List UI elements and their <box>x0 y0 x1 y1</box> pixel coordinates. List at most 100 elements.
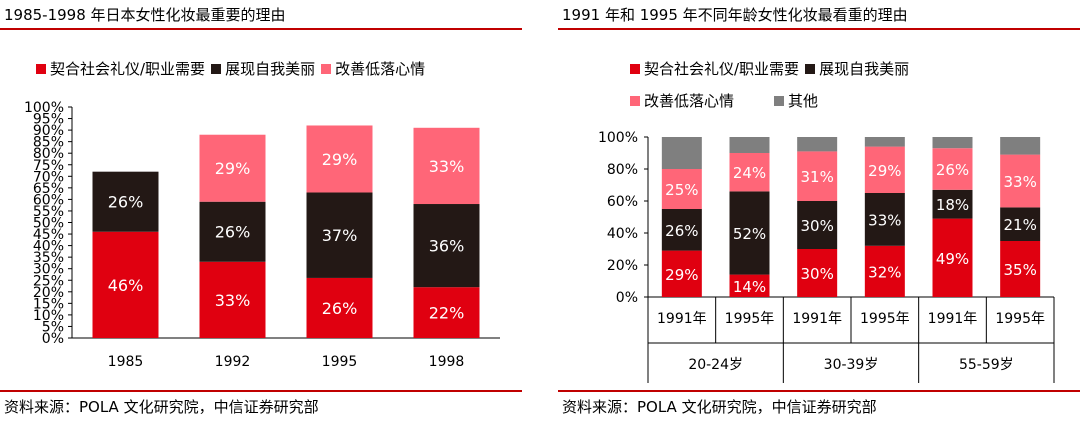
right-bar-segment-social <box>1000 241 1041 297</box>
right-bar-segment-mood <box>932 148 973 190</box>
left-data-label-social: 22% <box>429 304 465 323</box>
right-data-label-mood: 33% <box>1003 173 1036 191</box>
right-y-tick-label: 40% <box>607 226 638 242</box>
left-legend-label-mood: 改善低落心情 <box>335 60 426 78</box>
other-swatch-icon <box>774 95 785 106</box>
left-x-tick-label: 1995 <box>322 354 358 370</box>
left-data-label-social: 26% <box>322 299 358 318</box>
left-data-label-appearance: 37% <box>322 226 358 245</box>
left-y-tick-label: 100% <box>24 100 64 116</box>
left-source-note: 资料来源：POLA 文化研究院，中信证券研究部 <box>4 398 319 416</box>
left-bar-segment-social <box>413 287 480 338</box>
left-source-rule <box>0 390 522 392</box>
left-y-tick-label: 10% <box>33 308 64 324</box>
right-x-tick-label: 1991年 <box>928 311 978 327</box>
right-bar-segment-social <box>661 250 702 297</box>
left-y-tick-label: 50% <box>33 216 64 232</box>
left-data-label-mood: 29% <box>322 150 358 169</box>
left-y-tick-label: 15% <box>33 296 64 312</box>
right-data-label-appearance: 26% <box>665 222 698 240</box>
left-y-tick-label: 70% <box>33 169 64 185</box>
left-x-tick-label: 1985 <box>108 354 144 370</box>
right-data-label-mood: 25% <box>665 181 698 199</box>
left-y-tick-label: 0% <box>42 331 64 347</box>
right-data-label-mood: 31% <box>800 168 833 186</box>
right-source-rule <box>558 390 1080 392</box>
right-legend-item-appearance: 展现自我美丽 <box>805 58 909 79</box>
right-data-label-social: 32% <box>868 263 901 281</box>
right-x-tick-label: 1991年 <box>657 311 707 327</box>
right-data-label-mood: 26% <box>936 161 969 179</box>
right-group-label: 30-39岁 <box>824 357 879 373</box>
right-y-tick-label: 60% <box>607 194 638 210</box>
left-data-label-appearance: 36% <box>429 237 465 256</box>
left-y-tick-label: 75% <box>33 158 64 174</box>
left-y-tick-label: 65% <box>33 181 64 197</box>
right-data-label-social: 49% <box>936 250 969 268</box>
right-bar-segment-mood <box>797 151 838 201</box>
right-source-note: 资料来源：POLA 文化研究院，中信证券研究部 <box>562 398 877 416</box>
left-bar-segment-appearance <box>413 204 480 288</box>
right-y-tick-label: 100% <box>598 130 638 146</box>
right-bar-segment-other <box>932 137 973 149</box>
social-swatch-icon <box>36 63 46 74</box>
right-bar-segment-mood <box>864 146 905 193</box>
left-x-tick-label: 1992 <box>215 354 251 370</box>
right-group-label: 20-24岁 <box>688 357 743 373</box>
left-y-tick-label: 90% <box>33 123 64 139</box>
right-legend-row-2: 改善低落心情 其他 <box>630 90 824 111</box>
right-bar-segment-mood <box>729 153 770 192</box>
right-data-label-social: 29% <box>665 266 698 284</box>
right-data-label-social: 30% <box>800 265 833 283</box>
left-bar-segment-social <box>92 231 159 338</box>
left-y-tick-label: 30% <box>33 262 64 278</box>
right-x-tick-label: 1995年 <box>725 311 775 327</box>
right-legend-item-social: 契合社会礼仪/职业需要 <box>630 58 799 79</box>
left-chart-title: 1985-1998 年日本女性化妆最重要的理由 <box>4 6 286 24</box>
left-data-label-appearance: 26% <box>108 193 144 212</box>
right-chart-title: 1991 年和 1995 年不同年龄女性化妆最看重的理由 <box>562 6 908 24</box>
right-legend-label-appearance: 展现自我美丽 <box>819 60 910 78</box>
right-legend-label-mood: 改善低落心情 <box>644 92 735 110</box>
left-y-tick-label: 95% <box>33 112 64 128</box>
right-group-label: 55-59岁 <box>959 357 1014 373</box>
left-stacked-bar-chart: 0%5%10%15%20%25%30%35%40%45%50%55%60%65%… <box>24 100 500 370</box>
right-bar-segment-social <box>797 249 838 297</box>
mood-swatch-icon <box>321 63 332 74</box>
left-y-tick-label: 20% <box>33 285 64 301</box>
left-y-tick-label: 60% <box>33 192 64 208</box>
left-y-tick-label: 45% <box>33 227 64 243</box>
left-x-tick-label: 1998 <box>429 354 465 370</box>
right-bar-segment-appearance <box>864 193 905 246</box>
right-chart-panel: 1991 年和 1995 年不同年龄女性化妆最看重的理由 契合社会礼仪/职业需要… <box>558 0 1080 425</box>
left-legend-item-appearance: 展现自我美丽 <box>211 58 315 79</box>
right-bar-segment-appearance <box>932 189 973 219</box>
left-legend-label-appearance: 展现自我美丽 <box>225 60 316 78</box>
left-legend-item-social: 契合社会礼仪/职业需要 <box>36 58 205 79</box>
right-title-rule <box>558 28 1080 30</box>
left-bar-segment-social <box>306 277 373 338</box>
right-bar-segment-other <box>729 137 770 153</box>
right-bar-segment-appearance <box>1000 207 1041 241</box>
right-data-label-mood: 29% <box>868 162 901 180</box>
right-bar-segment-social <box>729 274 770 297</box>
right-legend-row-1: 契合社会礼仪/职业需要 展现自我美丽 <box>630 58 915 79</box>
right-data-label-mood: 24% <box>733 164 766 182</box>
left-y-tick-label: 40% <box>33 239 64 255</box>
social-swatch-icon <box>630 63 640 74</box>
right-bar-segment-other <box>661 137 702 169</box>
right-data-label-appearance: 21% <box>1003 216 1036 234</box>
left-y-tick-label: 5% <box>42 319 64 335</box>
left-bar-segment-appearance <box>306 192 373 278</box>
right-x-tick-label: 1991年 <box>792 311 842 327</box>
left-bar-segment-appearance <box>199 201 266 262</box>
left-y-tick-label: 55% <box>33 204 64 220</box>
left-y-tick-label: 25% <box>33 273 64 289</box>
right-data-label-appearance: 33% <box>868 211 901 229</box>
right-data-label-appearance: 30% <box>800 217 833 235</box>
left-chart-panel: 1985-1998 年日本女性化妆最重要的理由 契合社会礼仪/职业需要 展现自我… <box>0 0 522 425</box>
right-bar-segment-other <box>1000 137 1041 155</box>
right-bar-segment-other <box>797 137 838 152</box>
right-bar-segment-mood <box>661 169 702 209</box>
right-data-label-social: 35% <box>1003 261 1036 279</box>
